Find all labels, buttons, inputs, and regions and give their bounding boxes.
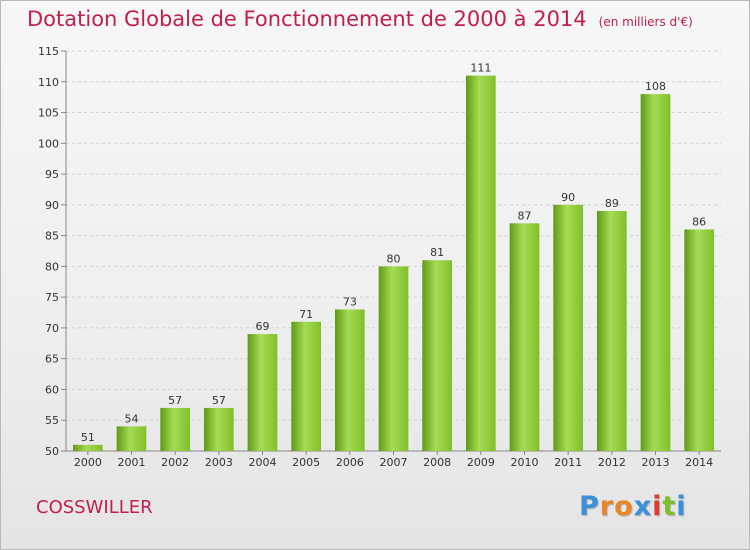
logo-letter: o xyxy=(614,491,634,522)
y-tick-label: 95 xyxy=(45,168,59,181)
x-tick-label-2008: 2008 xyxy=(423,456,451,469)
labels: 50 55 60 65 70 75 80 85 90 95 100 105 110 115 51 2000 54… xyxy=(38,45,713,469)
bar-2001 xyxy=(116,426,147,451)
bar-2013 xyxy=(640,94,671,452)
value-label-2010: 87 xyxy=(518,209,532,222)
x-tick-label-2004: 2004 xyxy=(249,456,277,469)
value-label-2012: 89 xyxy=(605,197,619,210)
x-tick-label-2009: 2009 xyxy=(467,456,495,469)
bar-2006 xyxy=(334,309,365,451)
logo-letter: x xyxy=(633,491,653,522)
commune-name: COSSWILLER xyxy=(36,497,153,518)
value-label-2006: 73 xyxy=(343,295,357,308)
bar-2007 xyxy=(378,266,409,451)
bar-2002 xyxy=(160,407,191,451)
x-tick-label-2000: 2000 xyxy=(74,456,102,469)
y-tick-label: 105 xyxy=(38,107,59,120)
y-tick-label: 115 xyxy=(38,45,59,58)
value-label-2004: 69 xyxy=(256,320,270,333)
bars xyxy=(72,75,715,452)
x-tick-label-2014: 2014 xyxy=(685,456,713,469)
x-tick-label-2010: 2010 xyxy=(511,456,539,469)
y-tick-label: 75 xyxy=(45,291,59,304)
logo-letter: i xyxy=(652,491,663,522)
logo-letter: r xyxy=(599,491,615,522)
value-label-2000: 51 xyxy=(81,431,95,444)
value-label-2001: 54 xyxy=(125,412,139,425)
value-label-2005: 71 xyxy=(299,308,313,321)
value-label-2013: 108 xyxy=(645,80,666,93)
value-label-2007: 80 xyxy=(387,252,401,265)
bar-2000 xyxy=(72,444,103,451)
bar-2011 xyxy=(553,204,584,451)
value-label-2014: 86 xyxy=(692,215,706,228)
bar-2009 xyxy=(465,75,496,451)
value-label-2009: 111 xyxy=(470,62,491,75)
y-tick-label: 85 xyxy=(45,230,59,243)
x-tick-label-2002: 2002 xyxy=(161,456,189,469)
x-tick-label-2013: 2013 xyxy=(642,456,670,469)
x-tick-label-2012: 2012 xyxy=(598,456,626,469)
bar-2010 xyxy=(509,223,540,451)
bar-2005 xyxy=(291,321,322,451)
value-label-2008: 81 xyxy=(430,246,444,259)
proxiti-logo: Proxiti xyxy=(579,491,687,522)
value-label-2002: 57 xyxy=(168,394,182,407)
value-label-2011: 90 xyxy=(561,191,575,204)
chart-subtitle: (en milliers d'€) xyxy=(598,15,693,29)
bar-2014 xyxy=(684,229,715,451)
y-tick-label: 90 xyxy=(45,199,59,212)
logo-letter: t xyxy=(662,491,677,522)
bar-2003 xyxy=(203,407,234,451)
x-tick-label-2005: 2005 xyxy=(292,456,320,469)
y-tick-label: 60 xyxy=(45,383,59,396)
y-tick-label: 50 xyxy=(45,445,59,458)
y-tick-label: 70 xyxy=(45,322,59,335)
title-row: Dotation Globale de Fonctionnement de 20… xyxy=(27,7,693,31)
x-tick-label-2011: 2011 xyxy=(554,456,582,469)
y-tick-label: 80 xyxy=(45,260,59,273)
x-tick-label-2007: 2007 xyxy=(380,456,408,469)
y-tick-label: 65 xyxy=(45,353,59,366)
logo-letter: i xyxy=(676,491,687,522)
bar-2012 xyxy=(596,211,627,451)
value-label-2003: 57 xyxy=(212,394,226,407)
y-tick-label: 55 xyxy=(45,414,59,427)
y-tick-label: 110 xyxy=(38,76,59,89)
bar-2008 xyxy=(422,260,453,451)
chart-title: Dotation Globale de Fonctionnement de 20… xyxy=(27,7,587,31)
bar-2004 xyxy=(247,334,278,451)
x-tick-label-2003: 2003 xyxy=(205,456,233,469)
logo-letter: P xyxy=(579,491,600,522)
y-tick-label: 100 xyxy=(38,137,59,150)
x-tick-label-2006: 2006 xyxy=(336,456,364,469)
x-tick-label-2001: 2001 xyxy=(118,456,146,469)
